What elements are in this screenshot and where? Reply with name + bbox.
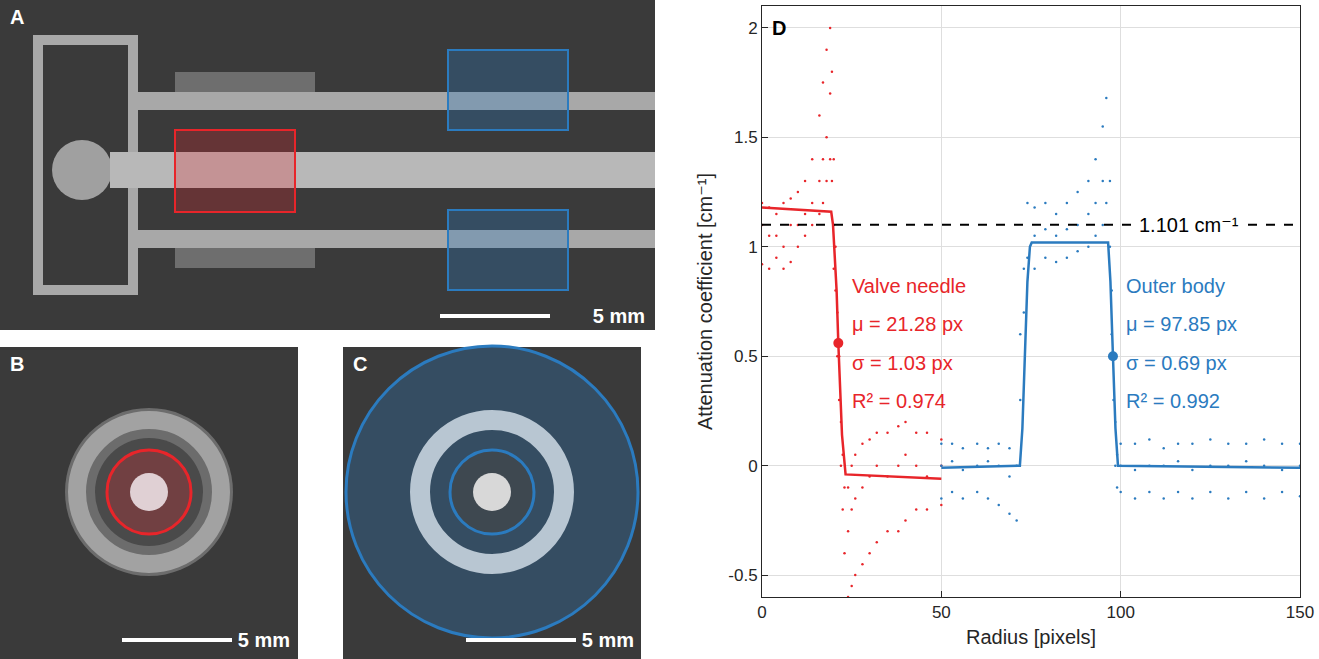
svg-text:R² = 0.974: R² = 0.974 [852, 390, 946, 412]
svg-text:1.5: 1.5 [734, 128, 758, 147]
svg-text:100: 100 [1106, 603, 1134, 622]
svg-text:D: D [772, 17, 786, 39]
svg-text:5 mm: 5 mm [582, 629, 634, 651]
svg-text:50: 50 [932, 603, 951, 622]
svg-text:R² = 0.992: R² = 0.992 [1126, 390, 1220, 412]
svg-text:0.5: 0.5 [734, 347, 758, 366]
svg-text:1: 1 [748, 238, 757, 257]
svg-text:B: B [10, 353, 24, 375]
svg-text:150: 150 [1286, 603, 1314, 622]
svg-text:σ = 0.69 px: σ = 0.69 px [1126, 352, 1227, 374]
svg-text:C: C [353, 353, 367, 375]
svg-text:-0.5: -0.5 [728, 566, 757, 585]
svg-text:σ = 1.03 px: σ = 1.03 px [852, 352, 953, 374]
svg-text:Radius [pixels]: Radius [pixels] [966, 626, 1096, 648]
svg-text:2: 2 [748, 19, 757, 38]
svg-text:5 mm: 5 mm [593, 305, 645, 327]
svg-text:Valve needle: Valve needle [852, 275, 966, 297]
svg-text:0: 0 [748, 457, 757, 476]
svg-text:μ = 97.85 px: μ = 97.85 px [1126, 313, 1237, 335]
svg-text:Outer body: Outer body [1126, 275, 1225, 297]
svg-text:1.101 cm⁻¹: 1.101 cm⁻¹ [1139, 214, 1239, 236]
svg-text:5 mm: 5 mm [238, 629, 290, 651]
svg-text:0: 0 [757, 603, 766, 622]
svg-text:Attenuation coefficient [cm⁻¹]: Attenuation coefficient [cm⁻¹] [694, 173, 716, 430]
svg-text:μ = 21.28 px: μ = 21.28 px [852, 313, 963, 335]
svg-text:A: A [10, 6, 24, 28]
